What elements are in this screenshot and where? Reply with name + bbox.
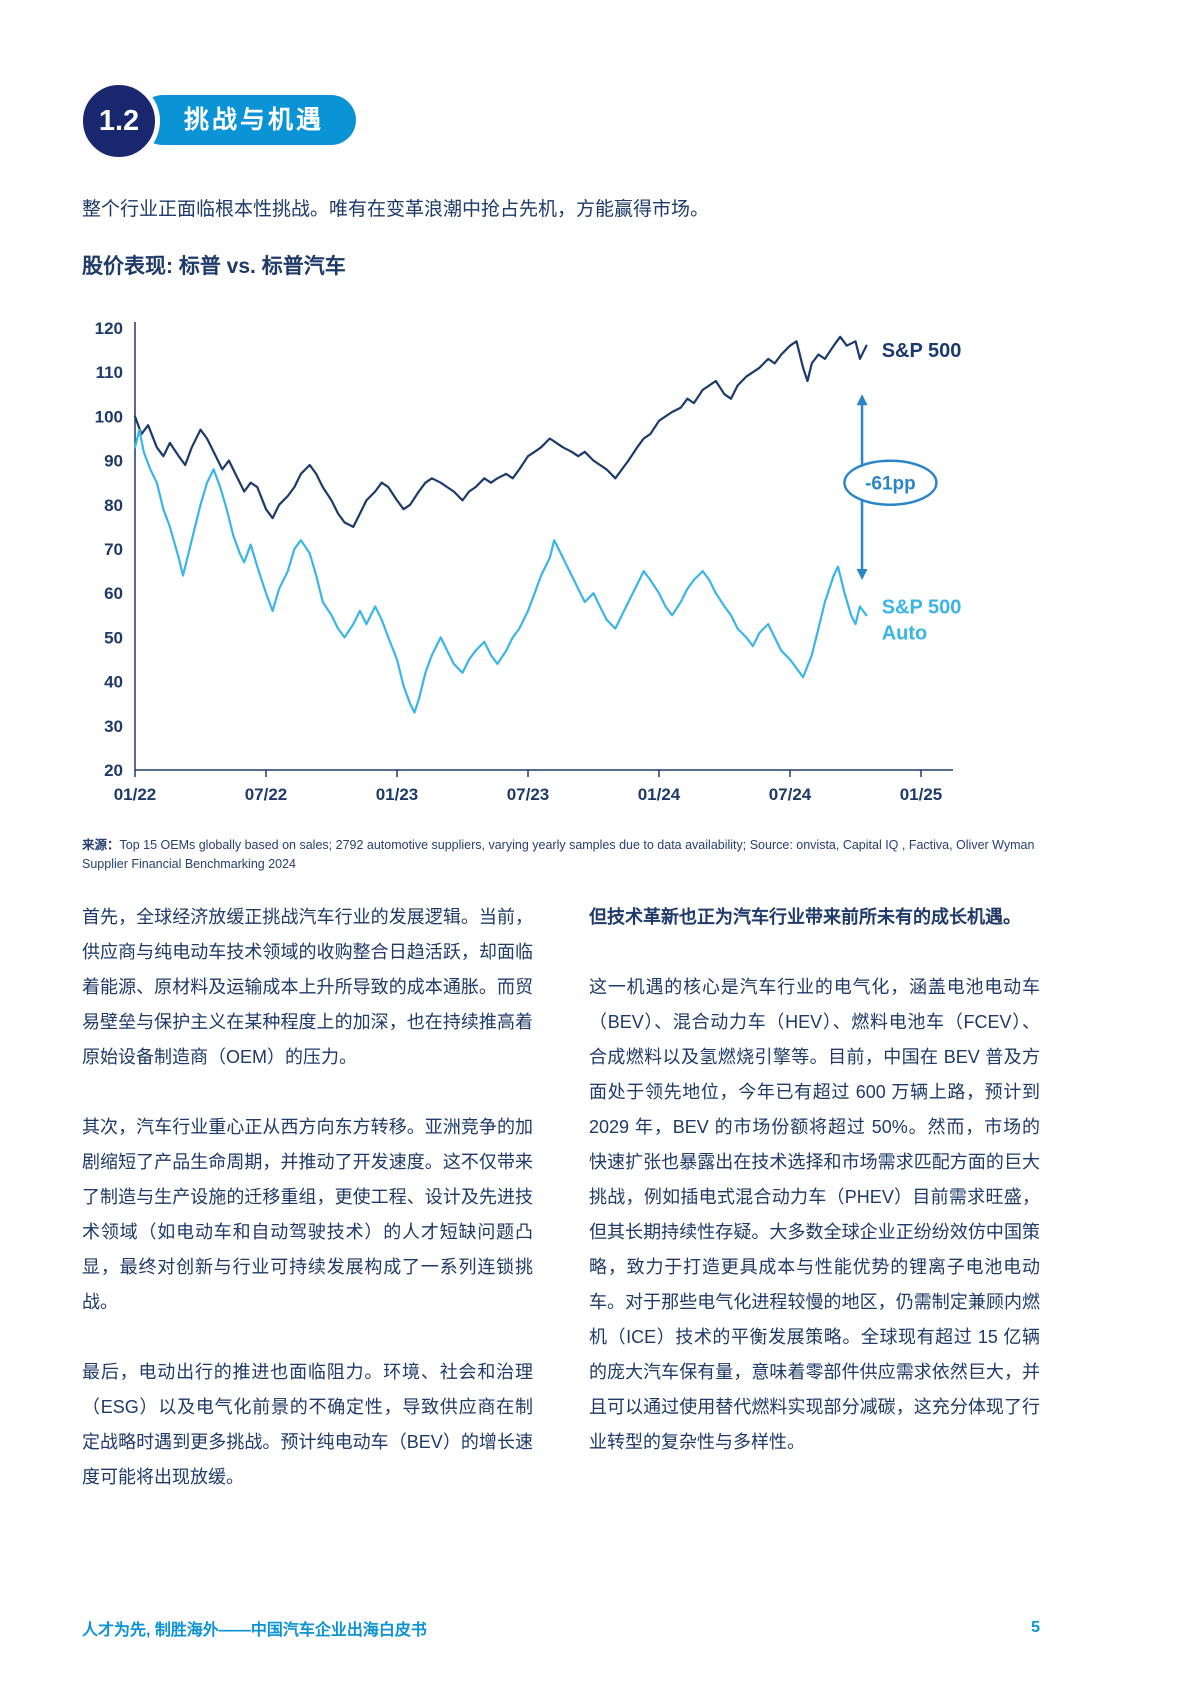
price-chart: 120 110 100 90 80 70 60 50 40 30 20 01/22 07/22 01/23… bbox=[95, 319, 962, 804]
svg-text:-61pp: -61pp bbox=[865, 474, 916, 495]
footer-title: 人才为先, 制胜海外——中国汽车企业出海白皮书 bbox=[82, 1622, 427, 1639]
svg-text:90: 90 bbox=[104, 452, 123, 471]
svg-text:01/22: 01/22 bbox=[114, 785, 157, 804]
svg-text:Auto: Auto bbox=[882, 622, 928, 644]
svg-text:01/25: 01/25 bbox=[900, 785, 943, 804]
right-column: 但技术革新也正为汽车行业带来前所未有的成长机遇。 这一机遇的核心是汽车行业的电气… bbox=[589, 900, 1040, 1530]
svg-text:07/24: 07/24 bbox=[769, 785, 812, 804]
svg-text:01/24: 01/24 bbox=[638, 785, 681, 804]
section-badge: 挑战与机遇 1.2 bbox=[78, 80, 482, 162]
left-column: 首先，全球经济放缓正挑战汽车行业的发展逻辑。当前，供应商与纯电动车技术领域的收购… bbox=[82, 900, 533, 1530]
footer: 人才为先, 制胜海外——中国汽车企业出海白皮书 5 bbox=[82, 1616, 1040, 1640]
svg-text:07/22: 07/22 bbox=[245, 785, 288, 804]
paragraph: 首先，全球经济放缓正挑战汽车行业的发展逻辑。当前，供应商与纯电动车技术领域的收购… bbox=[82, 907, 533, 1067]
source-text: Top 15 OEMs globally based on sales; 279… bbox=[82, 838, 1035, 872]
svg-text:S&P 500: S&P 500 bbox=[882, 596, 962, 618]
svg-text:60: 60 bbox=[104, 584, 123, 603]
section-number-badge: 1.2 bbox=[78, 80, 160, 162]
svg-text:70: 70 bbox=[104, 540, 123, 559]
paragraph: 这一机遇的核心是汽车行业的电气化，涵盖电池电动车（BEV）、混合动力车（HEV）… bbox=[589, 977, 1040, 1452]
svg-text:07/23: 07/23 bbox=[507, 785, 550, 804]
intro-text: 整个行业正面临根本性挑战。唯有在变革浪潮中抢占先机，方能赢得市场。 bbox=[82, 199, 710, 220]
svg-text:40: 40 bbox=[104, 673, 123, 692]
chart-title: 股价表现: 标普 vs. 标普汽车 bbox=[82, 255, 346, 278]
svg-text:80: 80 bbox=[104, 496, 123, 515]
svg-text:100: 100 bbox=[95, 407, 123, 426]
source-label: 来源： bbox=[82, 838, 120, 852]
page-number: 5 bbox=[1031, 1619, 1040, 1636]
paragraph: 最后，电动出行的推进也面临阻力。环境、社会和治理（ESG）以及电气化前景的不确定… bbox=[82, 1362, 533, 1487]
section-title: 挑战与机遇 bbox=[184, 106, 325, 134]
section-number: 1.2 bbox=[98, 104, 140, 137]
body-columns: 首先，全球经济放缓正挑战汽车行业的发展逻辑。当前，供应商与纯电动车技术领域的收购… bbox=[82, 900, 1040, 1530]
svg-text:120: 120 bbox=[95, 319, 123, 338]
svg-text:30: 30 bbox=[104, 717, 123, 736]
section-title-pill: 挑战与机遇 bbox=[138, 95, 357, 145]
lead-paragraph: 但技术革新也正为汽车行业带来前所未有的成长机遇。 bbox=[589, 907, 1021, 927]
svg-text:01/23: 01/23 bbox=[376, 785, 419, 804]
source-note: 来源：Top 15 OEMs globally based on sales; … bbox=[82, 836, 1042, 875]
svg-text:20: 20 bbox=[104, 761, 123, 780]
svg-text:50: 50 bbox=[104, 628, 123, 647]
svg-text:S&P 500: S&P 500 bbox=[882, 340, 962, 362]
paragraph: 其次，汽车行业重心正从西方向东方转移。亚洲竞争的加剧缩短了产品生命周期，并推动了… bbox=[82, 1117, 533, 1312]
svg-text:110: 110 bbox=[96, 363, 123, 382]
chart-area: 120 110 100 90 80 70 60 50 40 30 20 01/22 07/22 01/23… bbox=[80, 298, 1120, 813]
